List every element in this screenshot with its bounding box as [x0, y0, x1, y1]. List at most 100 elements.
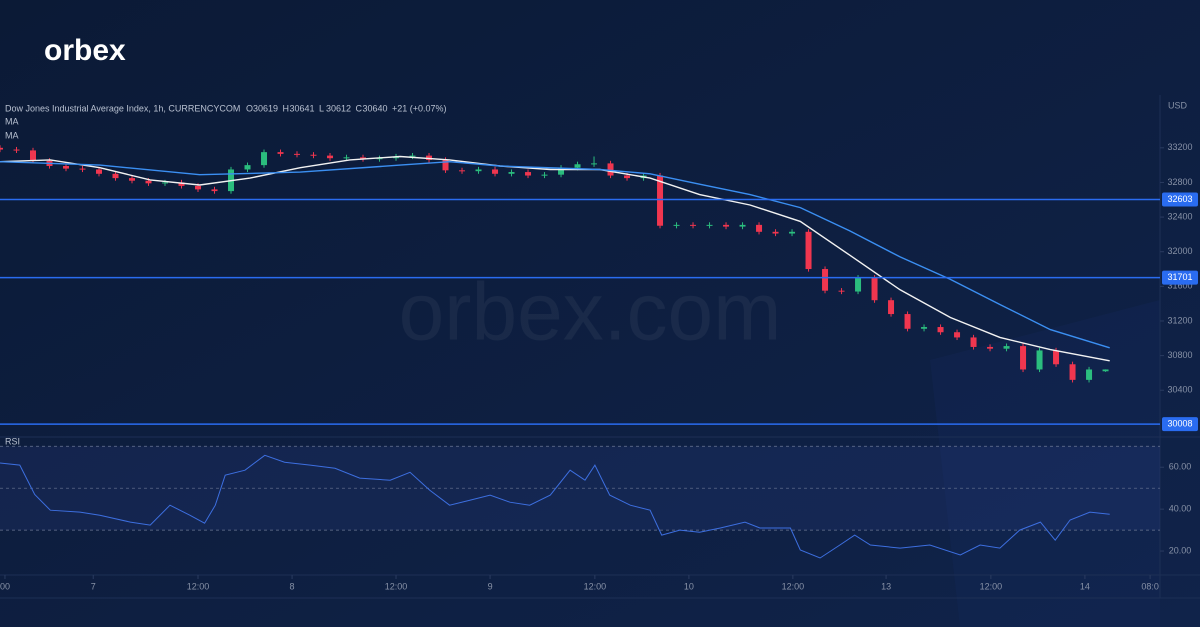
y-tick-label: 30400 — [1167, 385, 1192, 395]
x-tick-label: 12:00 — [385, 581, 408, 591]
rsi-label: RSI — [5, 436, 20, 446]
candle-body — [294, 153, 301, 155]
candle-body — [475, 169, 482, 172]
candle-body — [574, 164, 581, 168]
y-tick-label: 32400 — [1167, 211, 1192, 221]
candle-body — [30, 150, 37, 161]
candle-body — [211, 189, 218, 192]
candle-body — [904, 314, 911, 329]
candle-body — [822, 269, 829, 291]
candle-body — [195, 185, 202, 190]
candle-body — [921, 327, 928, 329]
candle-body — [591, 163, 598, 165]
ohlc-key: C — [356, 103, 363, 113]
candle-body — [805, 231, 812, 270]
level-label: 31701 — [1167, 272, 1192, 282]
candle-body — [673, 224, 680, 226]
candle-body — [706, 224, 713, 226]
candle-body — [63, 165, 70, 169]
x-tick-label: 13 — [881, 581, 891, 591]
y-tick-label: 32000 — [1167, 246, 1192, 256]
level-label: 30008 — [1167, 419, 1192, 429]
x-tick-label: 08:0 — [1141, 581, 1159, 591]
candle-body — [96, 169, 103, 174]
rsi-tick-label: 60.00 — [1169, 462, 1192, 472]
level-tag — [1162, 270, 1198, 285]
x-tick-label: 12:00 — [584, 581, 607, 591]
x-tick-label: 9 — [488, 581, 493, 591]
candle-body — [459, 170, 466, 172]
ma-legend: MA — [5, 130, 19, 140]
ohlc-value: 30612 — [326, 103, 351, 113]
y-tick-label: 30800 — [1167, 350, 1192, 360]
level-tag — [1162, 192, 1198, 207]
candle-body — [855, 277, 862, 292]
candle-body — [607, 163, 614, 176]
x-tick-label: 12:00 — [782, 581, 805, 591]
candle-body — [954, 332, 961, 338]
candle-body — [838, 290, 845, 292]
y-tick-label: 32800 — [1167, 177, 1192, 187]
x-tick-label: 10 — [684, 581, 694, 591]
level-tag — [1162, 417, 1198, 432]
y-tick-label: 31200 — [1167, 315, 1192, 325]
candle-body — [145, 180, 152, 184]
candle-body — [756, 224, 763, 232]
candle-body — [112, 173, 119, 179]
candle-body — [558, 167, 565, 175]
y-tick-label: 33200 — [1167, 142, 1192, 152]
candle-body — [360, 157, 367, 160]
candle-body — [244, 165, 251, 170]
candle-body — [343, 157, 350, 159]
candle-body — [789, 231, 796, 234]
rsi-tick-label: 40.00 — [1169, 504, 1192, 514]
candle-body — [508, 172, 515, 174]
candle-body — [1102, 369, 1109, 372]
level-label: 32603 — [1167, 194, 1192, 204]
candle-body — [937, 327, 944, 333]
candle-body — [690, 224, 697, 226]
x-tick-label: 8 — [290, 581, 295, 591]
candle-body — [1053, 350, 1060, 365]
candle-body — [1003, 346, 1010, 349]
candle-body — [79, 168, 86, 170]
ohlc-legend: O 30619 H 30641 L 30612 C 30640 — [246, 103, 388, 113]
ohlc-key: O — [246, 103, 253, 113]
moving-average — [0, 160, 1110, 349]
candle-body — [624, 175, 631, 179]
ohlc-value: 30641 — [290, 103, 315, 113]
candle-body — [310, 154, 317, 156]
ohlc-value: 30640 — [363, 103, 388, 113]
rsi-line — [0, 454, 1110, 559]
candle-body — [327, 155, 334, 159]
candle-body — [13, 149, 20, 151]
candle-body — [1069, 364, 1076, 380]
candle-body — [739, 224, 746, 227]
candle-body — [492, 169, 499, 174]
candle-body — [409, 155, 416, 157]
ohlc-key: H — [283, 103, 290, 113]
candle-body — [178, 182, 185, 186]
ohlc-value: 30619 — [253, 103, 278, 113]
x-tick-label: 14 — [1080, 581, 1090, 591]
candle-body — [970, 337, 977, 347]
candle-body — [0, 147, 3, 150]
y-tick-label: 31600 — [1167, 281, 1192, 291]
decor — [930, 300, 1160, 627]
ohlc-key: L — [319, 103, 324, 113]
candle-body — [871, 277, 878, 301]
moving-average — [0, 155, 1110, 362]
candle-body — [277, 152, 284, 154]
candle-body — [987, 346, 994, 349]
candle-body — [723, 224, 730, 227]
candle-body — [442, 159, 449, 171]
x-tick-label: 12:00 — [980, 581, 1003, 591]
candle-body — [1020, 346, 1027, 370]
candle-body — [426, 155, 433, 160]
candle-body — [772, 231, 779, 234]
x-tick-label: 7 — [91, 581, 96, 591]
brand-logo: orbex — [44, 34, 126, 67]
candle-body — [376, 158, 383, 160]
